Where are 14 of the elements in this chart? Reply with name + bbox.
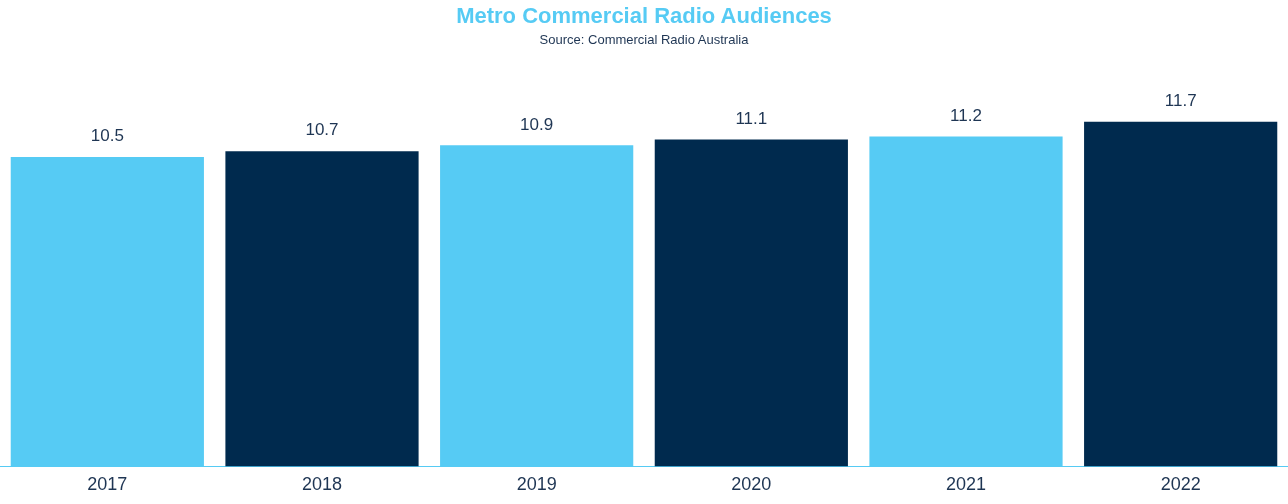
- data-label: 10.5: [90, 126, 124, 146]
- x-tick-label: 2021: [945, 474, 987, 495]
- chart-title: Metro Commercial Radio Audiences: [456, 3, 832, 29]
- data-label: 10.7: [305, 120, 339, 140]
- data-label: 11.1: [735, 108, 768, 128]
- x-tick-label: 2017: [87, 474, 128, 495]
- data-label: 11.2: [950, 105, 982, 125]
- x-tick-label: 2020: [731, 474, 772, 495]
- data-label: 11.7: [1164, 90, 1197, 110]
- source-note: Source: Commercial Radio Australia: [539, 31, 750, 47]
- x-tick-label: 2022: [1160, 474, 1201, 495]
- data-label: 10.9: [520, 114, 554, 134]
- x-tick-label: 2018: [301, 474, 343, 495]
- x-tick-label: 2019: [516, 474, 557, 495]
